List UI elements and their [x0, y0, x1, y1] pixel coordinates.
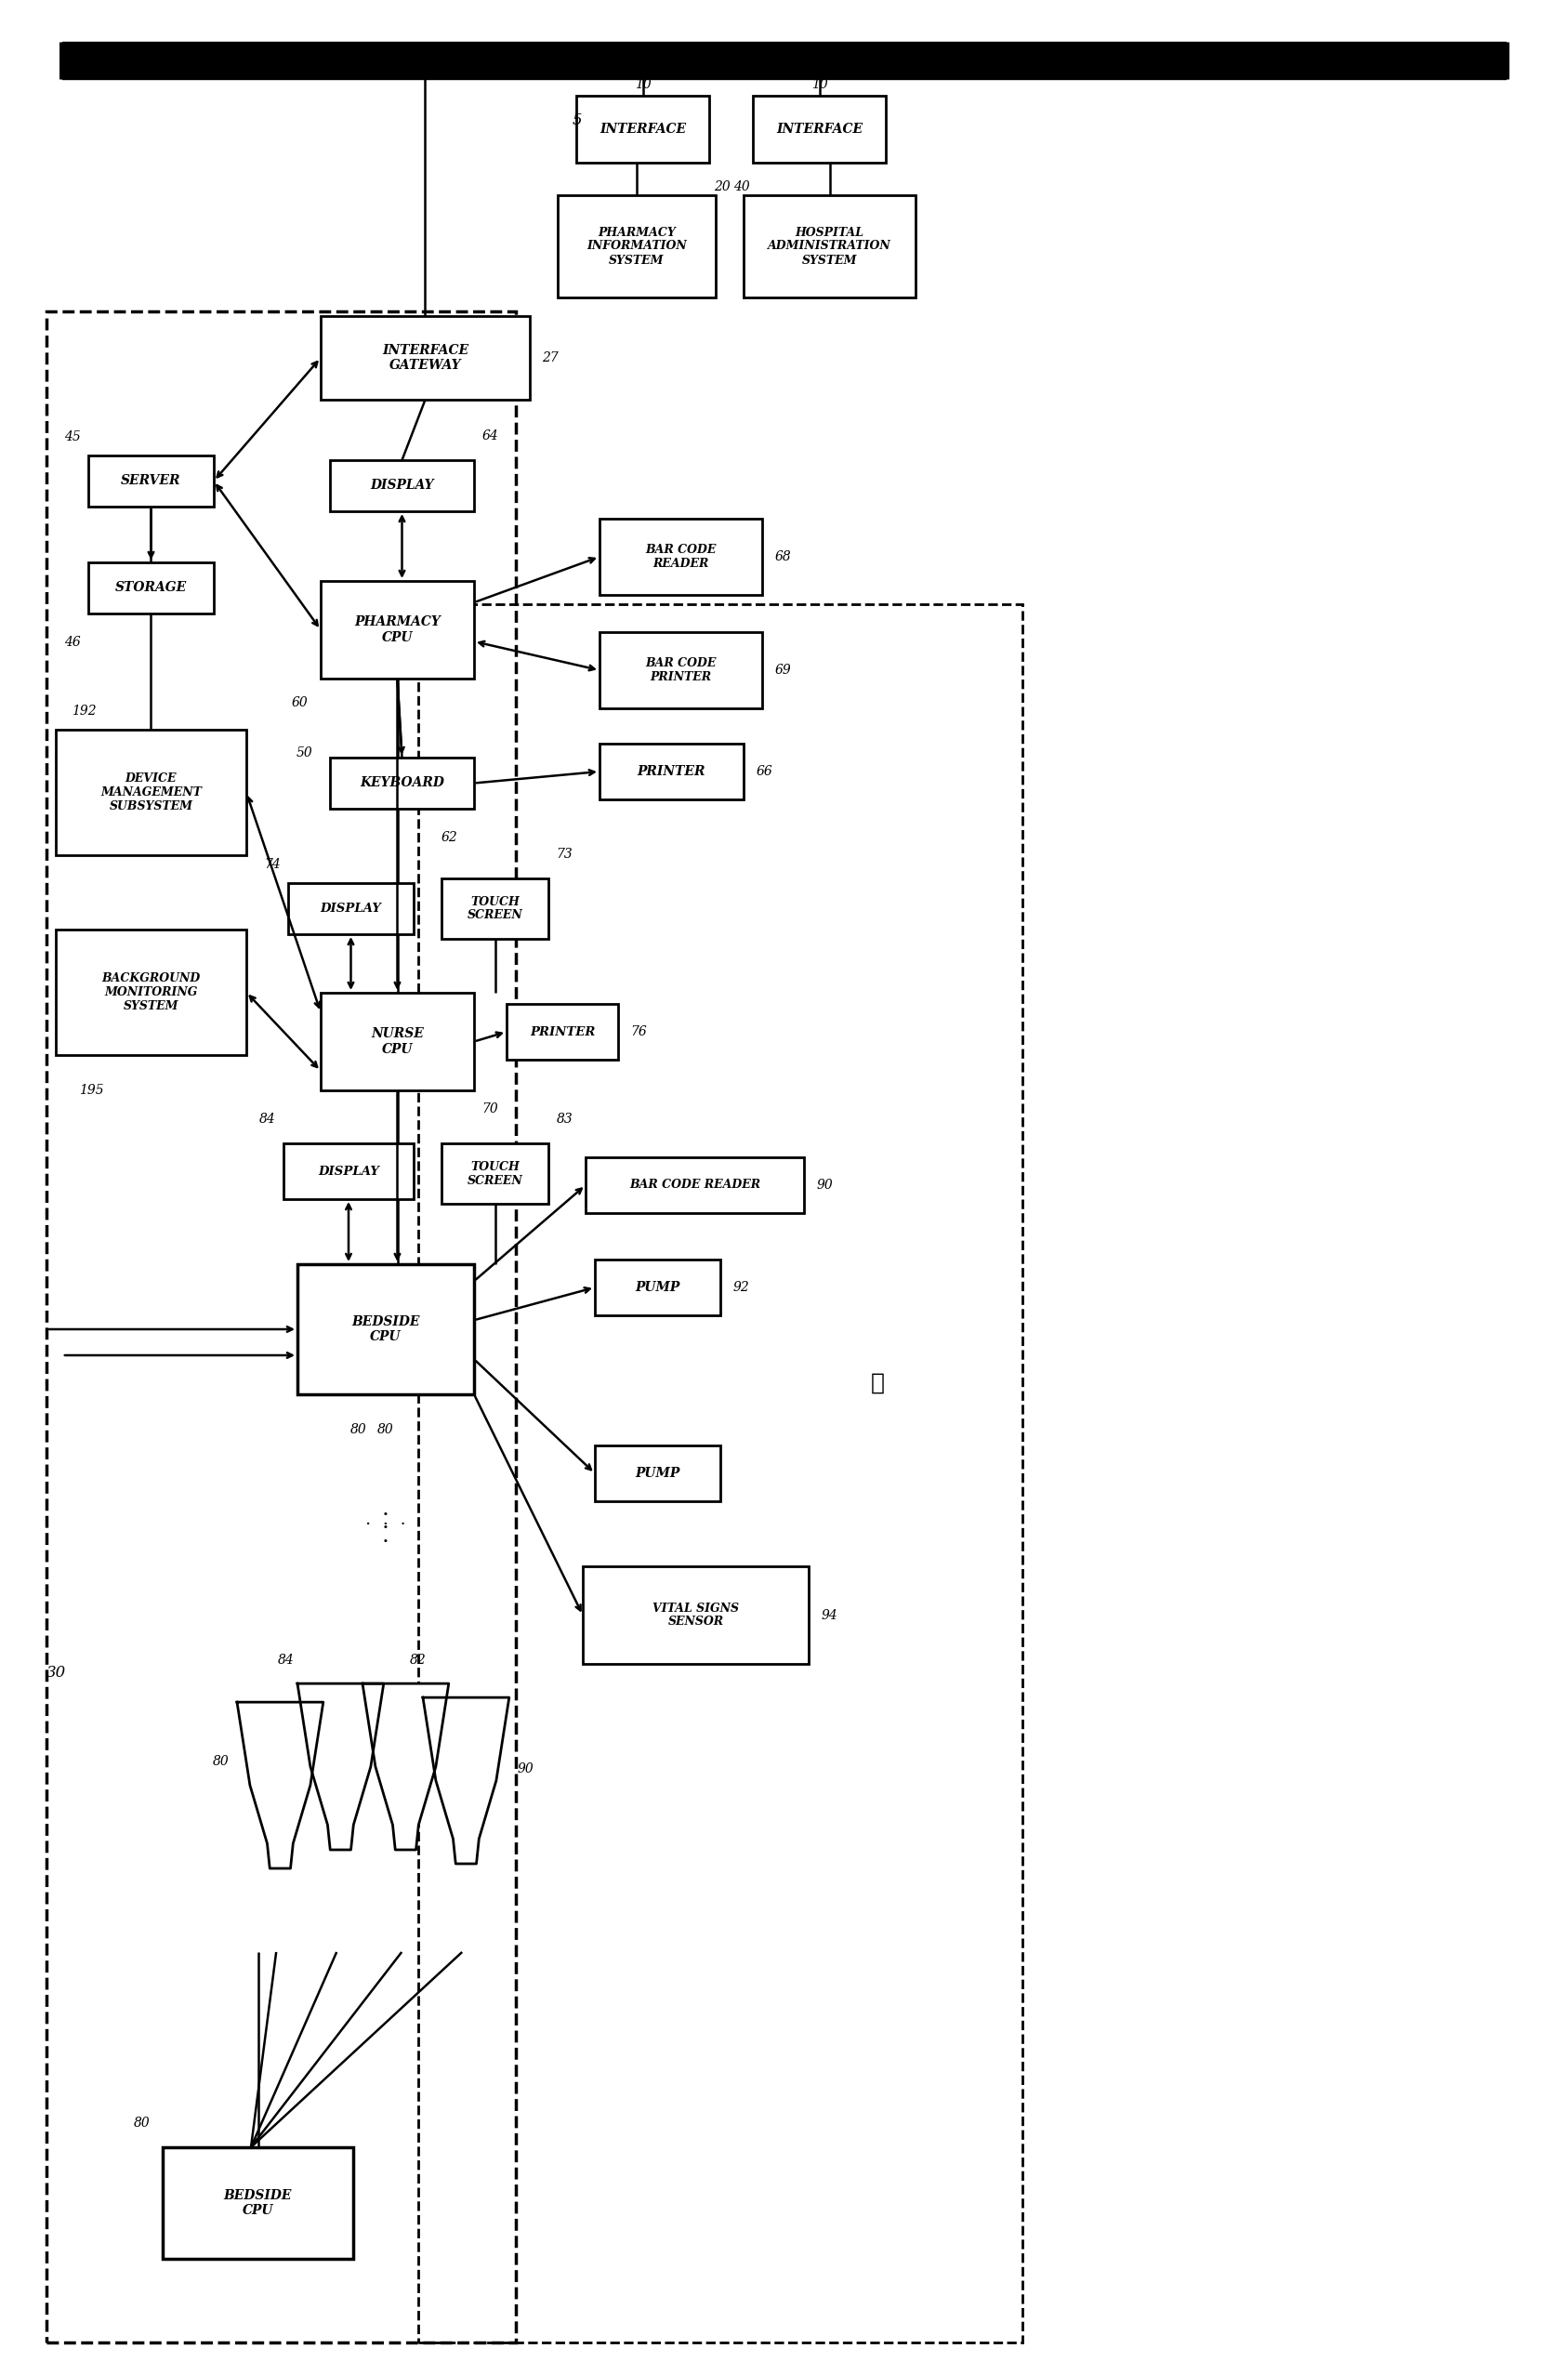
- FancyBboxPatch shape: [163, 2147, 353, 2259]
- Polygon shape: [298, 1684, 384, 1850]
- FancyBboxPatch shape: [88, 563, 213, 613]
- Text: 40: 40: [734, 180, 750, 192]
- FancyBboxPatch shape: [753, 95, 886, 162]
- Text: 73: 73: [557, 848, 572, 862]
- Text: ⋯: ⋯: [872, 1373, 884, 1394]
- Text: BEDSIDE
CPU: BEDSIDE CPU: [224, 2190, 292, 2218]
- Text: 60: 60: [292, 696, 309, 708]
- FancyBboxPatch shape: [506, 1005, 618, 1059]
- Text: INTERFACE: INTERFACE: [599, 123, 687, 135]
- Text: 84: 84: [278, 1653, 295, 1667]
- FancyBboxPatch shape: [284, 1142, 414, 1199]
- Text: 64: 64: [481, 430, 499, 442]
- Text: KEYBOARD: KEYBOARD: [359, 777, 444, 788]
- Text: 5: 5: [572, 114, 582, 128]
- Text: 70: 70: [481, 1102, 499, 1116]
- Text: PHARMACY
INFORMATION
SYSTEM: PHARMACY INFORMATION SYSTEM: [586, 226, 687, 266]
- Text: 66: 66: [756, 765, 773, 779]
- Text: 80: 80: [350, 1423, 367, 1437]
- Text: 20: 20: [715, 180, 731, 192]
- Text: HOSPITAL
ADMINISTRATION
SYSTEM: HOSPITAL ADMINISTRATION SYSTEM: [768, 226, 891, 266]
- Text: 62: 62: [441, 831, 458, 843]
- Text: NURSE
CPU: NURSE CPU: [372, 1028, 423, 1054]
- Text: 92: 92: [732, 1280, 750, 1294]
- Text: 192: 192: [72, 705, 96, 717]
- FancyBboxPatch shape: [329, 758, 474, 810]
- Text: 45: 45: [64, 430, 80, 444]
- Text: BAR CODE
READER: BAR CODE READER: [646, 544, 717, 570]
- Polygon shape: [362, 1684, 448, 1850]
- FancyBboxPatch shape: [599, 518, 762, 594]
- Text: PHARMACY
CPU: PHARMACY CPU: [354, 615, 441, 644]
- Text: DISPLAY: DISPLAY: [370, 480, 434, 492]
- Polygon shape: [423, 1698, 510, 1864]
- Text: VITAL SIGNS
SENSOR: VITAL SIGNS SENSOR: [652, 1603, 739, 1629]
- Text: PRINTER: PRINTER: [530, 1026, 594, 1038]
- Text: 80: 80: [213, 1755, 229, 1767]
- FancyBboxPatch shape: [583, 1565, 809, 1665]
- Text: 76: 76: [630, 1026, 648, 1038]
- Text: 90: 90: [817, 1178, 833, 1192]
- FancyBboxPatch shape: [321, 582, 474, 679]
- Text: 84: 84: [259, 1114, 276, 1126]
- FancyBboxPatch shape: [599, 632, 762, 708]
- Text: .
.
.: . . .: [383, 1503, 389, 1546]
- Text: DEVICE
MANAGEMENT
SUBSYSTEM: DEVICE MANAGEMENT SUBSYSTEM: [100, 772, 202, 812]
- Text: INTERFACE
GATEWAY: INTERFACE GATEWAY: [383, 344, 469, 373]
- FancyBboxPatch shape: [298, 1264, 474, 1394]
- Text: BAR CODE READER: BAR CODE READER: [629, 1178, 760, 1192]
- Text: TOUCH
SCREEN: TOUCH SCREEN: [467, 895, 522, 922]
- Text: PUMP: PUMP: [635, 1280, 681, 1294]
- FancyBboxPatch shape: [599, 743, 743, 800]
- Polygon shape: [237, 1703, 323, 1869]
- Text: 30: 30: [47, 1665, 66, 1681]
- FancyBboxPatch shape: [743, 195, 916, 297]
- Text: 90: 90: [517, 1762, 533, 1774]
- Text: 94: 94: [822, 1608, 837, 1622]
- FancyBboxPatch shape: [594, 1446, 720, 1501]
- Text: 10: 10: [635, 78, 651, 90]
- Text: BACKGROUND
MONITORING
SYSTEM: BACKGROUND MONITORING SYSTEM: [102, 971, 201, 1012]
- Text: 80: 80: [133, 2116, 151, 2130]
- Text: DISPLAY: DISPLAY: [318, 1166, 379, 1178]
- FancyBboxPatch shape: [56, 929, 246, 1054]
- Text: 46: 46: [64, 636, 80, 648]
- Text: DISPLAY: DISPLAY: [320, 902, 381, 914]
- Text: 50: 50: [296, 746, 314, 760]
- Text: 74: 74: [263, 857, 281, 872]
- FancyBboxPatch shape: [558, 195, 715, 297]
- Text: 83: 83: [557, 1114, 572, 1126]
- Text: 68: 68: [775, 551, 792, 563]
- Text: PRINTER: PRINTER: [637, 765, 706, 779]
- Text: PUMP: PUMP: [635, 1468, 681, 1480]
- FancyBboxPatch shape: [88, 456, 213, 506]
- Text: 69: 69: [775, 663, 792, 677]
- FancyBboxPatch shape: [585, 1157, 804, 1214]
- FancyBboxPatch shape: [321, 993, 474, 1090]
- FancyBboxPatch shape: [594, 1259, 720, 1316]
- FancyBboxPatch shape: [577, 95, 710, 162]
- Text: TOUCH
SCREEN: TOUCH SCREEN: [467, 1161, 522, 1188]
- Text: INTERFACE: INTERFACE: [776, 123, 862, 135]
- Text: .  .  .: . . .: [365, 1510, 406, 1527]
- FancyBboxPatch shape: [321, 316, 530, 399]
- Text: 195: 195: [80, 1083, 103, 1097]
- FancyBboxPatch shape: [329, 461, 474, 511]
- Text: BEDSIDE
CPU: BEDSIDE CPU: [351, 1316, 420, 1344]
- Text: 80: 80: [378, 1423, 394, 1437]
- Text: 82: 82: [409, 1653, 426, 1667]
- FancyBboxPatch shape: [289, 884, 414, 933]
- Text: BAR CODE
PRINTER: BAR CODE PRINTER: [646, 658, 717, 684]
- FancyBboxPatch shape: [56, 729, 246, 855]
- FancyBboxPatch shape: [442, 879, 549, 938]
- Text: STORAGE: STORAGE: [114, 582, 187, 594]
- Text: 10: 10: [811, 78, 828, 90]
- FancyBboxPatch shape: [442, 1142, 549, 1204]
- Text: SERVER: SERVER: [121, 475, 180, 487]
- Text: 27: 27: [543, 352, 558, 363]
